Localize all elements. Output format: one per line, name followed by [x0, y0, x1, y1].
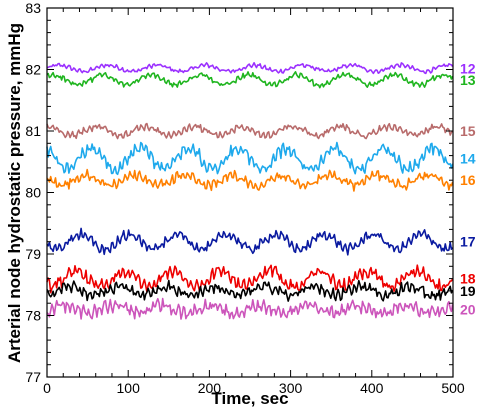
x-tick-label: 200 [198, 380, 222, 396]
plot-frame [46, 7, 454, 378]
x-tick-label: 100 [117, 380, 141, 396]
x-tick-label: 0 [43, 380, 51, 396]
series-line-13 [46, 71, 454, 89]
series-label-16: 16 [460, 172, 476, 188]
y-tick-label: 79 [25, 246, 41, 262]
x-tick-label: 400 [360, 380, 384, 396]
series-label-18: 18 [460, 271, 476, 287]
series-label-17: 17 [460, 234, 476, 250]
series-line-17 [46, 227, 454, 256]
y-tick-label: 81 [25, 123, 41, 139]
axes-layer: 0 100 200 300 400 500 77 78 79 80 81 82 83 [25, 0, 464, 396]
y-tick-label: 83 [25, 0, 41, 16]
y-tick-label: 78 [25, 308, 41, 324]
series-label-20: 20 [460, 301, 476, 317]
x-axis-label: Time, sec [211, 389, 288, 408]
series-line-14 [46, 141, 454, 176]
x-tick-label: 500 [441, 380, 465, 396]
x-tick-label: 300 [279, 380, 303, 396]
series-line-19 [46, 279, 454, 302]
series-line-20 [46, 297, 454, 320]
series-label-15: 15 [460, 123, 476, 139]
series-label-14: 14 [460, 151, 476, 167]
series-line-15 [46, 122, 454, 140]
y-tick-label: 82 [25, 62, 41, 78]
y-axis-label: Arterial node hydrostatic pressure, mmHg [5, 23, 24, 363]
series-line-16 [46, 168, 454, 192]
series-line-12 [46, 61, 454, 75]
series-label-13: 13 [460, 72, 476, 88]
y-tick-label: 80 [25, 185, 41, 201]
series-label-19: 19 [460, 283, 476, 299]
y-tick-label: 77 [25, 369, 41, 385]
series-label-12: 12 [460, 60, 476, 76]
series-line-18 [46, 264, 454, 294]
